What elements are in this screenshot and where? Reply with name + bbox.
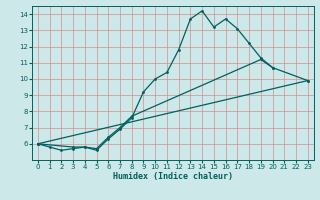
X-axis label: Humidex (Indice chaleur): Humidex (Indice chaleur) <box>113 172 233 181</box>
